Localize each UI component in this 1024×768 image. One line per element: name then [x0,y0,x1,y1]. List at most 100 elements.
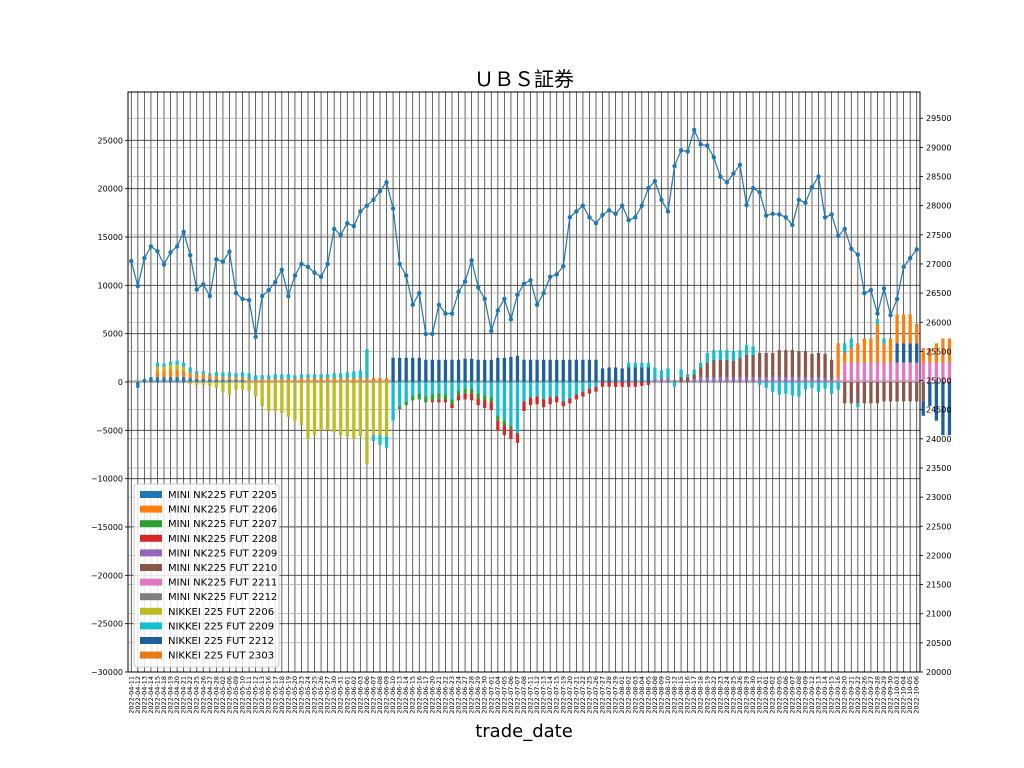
bar-segment [751,346,755,355]
bar-segment [352,378,356,382]
bar-segment [797,351,801,378]
bar-segment [306,378,310,382]
bar-segment [712,350,716,360]
y2-tick-label: 23000 [926,493,951,502]
bar-segment [888,382,893,402]
x-tick-label: 2022-09-29 [880,676,888,714]
bar-segment [882,362,886,382]
bar-segment [836,377,840,382]
bar-segment [764,382,768,388]
line-point [783,215,789,220]
x-tick-label: 2022-07-12 [533,676,541,714]
y-tick-label: −10000 [91,475,123,484]
bar-segment [162,377,166,382]
x-tick-label: 2022-08-15 [677,676,685,714]
bar-segment [332,382,336,433]
bar-segment [934,343,938,363]
bar-segment [430,382,434,395]
y2-tick-label: 22000 [926,551,951,560]
line-point [718,174,723,179]
bar-segment [352,382,356,439]
line-point [142,255,147,261]
x-tick-label: 2022-04-21 [180,676,188,714]
bar-segment [470,388,474,394]
bar-segment [221,372,225,378]
x-tick-label: 2022-05-16 [265,676,273,714]
bar-segment [496,420,500,431]
line-point [665,209,671,214]
bar-segment [260,379,264,382]
line-point [325,261,330,267]
bar-segment [555,396,559,403]
bar-segment [594,359,598,382]
x-tick-label: 2022-09-09 [801,676,809,714]
bar-segment [895,382,899,402]
legend: MINI NK225 FUT 2205 MINI NK225 FUT 2206 MI… [133,483,280,668]
line-point [822,215,828,220]
bar-segment [227,372,232,378]
bar-segment [489,402,493,411]
bar-segment [286,379,290,382]
x-tick-label: 2022-04-28 [212,676,220,714]
bar-segment [411,357,415,382]
bar-segment [542,382,546,400]
legend-swatch [140,534,162,542]
y2-tick-label: 29000 [926,143,951,152]
x-tick-label: 2022-05-12 [252,676,260,714]
bar-segment [352,371,356,379]
bar-segment [476,359,480,382]
line-point [705,143,710,148]
line-point [881,286,887,291]
bar-segment [188,378,192,382]
bar-segment [195,382,199,385]
line-point [593,220,599,226]
line-point [580,203,586,208]
bar-segment [862,338,866,363]
line-point [567,215,573,220]
bar-segment [306,374,310,379]
bar-segment [679,377,683,382]
bar-segment [142,379,146,382]
bar-segment [155,362,160,367]
line-point [246,297,252,303]
bar-segment [240,372,245,378]
line-point [770,211,775,217]
y2-tick-label: 29500 [926,114,951,123]
line-point [286,293,291,299]
bar-segment [856,403,860,408]
line-point [515,292,520,298]
line-point [554,272,559,277]
bar-segment [476,398,480,406]
bar-segment [404,401,408,406]
bar-segment [784,350,788,378]
bar-segment [358,378,362,382]
line-point [633,215,638,220]
x-tick-label: 2022-04-22 [186,676,194,714]
line-point [227,249,232,254]
legend-label: MINI NK225 FUT 2206 [168,505,277,516]
line-point [384,180,389,185]
y-tick-label: 0 [118,378,123,387]
x-tick-label: 2022-07-07 [513,676,521,714]
bar-segment [947,338,952,363]
bar-segment [725,350,729,360]
bar-segment [175,364,179,370]
line-point [371,197,376,203]
y-axis-right: 20000 20500 21000 21500 22000 22500 23000 23500… [920,114,951,677]
bar-segment [234,382,238,390]
bar-segment [463,388,467,394]
y2-tick-label: 25000 [926,377,951,386]
x-tick-label: 2022-09-30 [887,676,895,714]
bar-segment [758,353,762,378]
line-point [868,287,874,293]
bar-segment [686,377,690,382]
y2-tick-label: 22500 [926,522,951,531]
x-tick-label: 2022-09-22 [854,676,862,714]
bar-segment [921,362,925,382]
line-point [436,302,442,307]
bar-segment [391,357,395,382]
bar-segment [934,382,938,421]
bar-segment [646,382,650,385]
bar-segment [175,369,179,378]
x-tick-label: 2022-09-27 [867,676,875,714]
